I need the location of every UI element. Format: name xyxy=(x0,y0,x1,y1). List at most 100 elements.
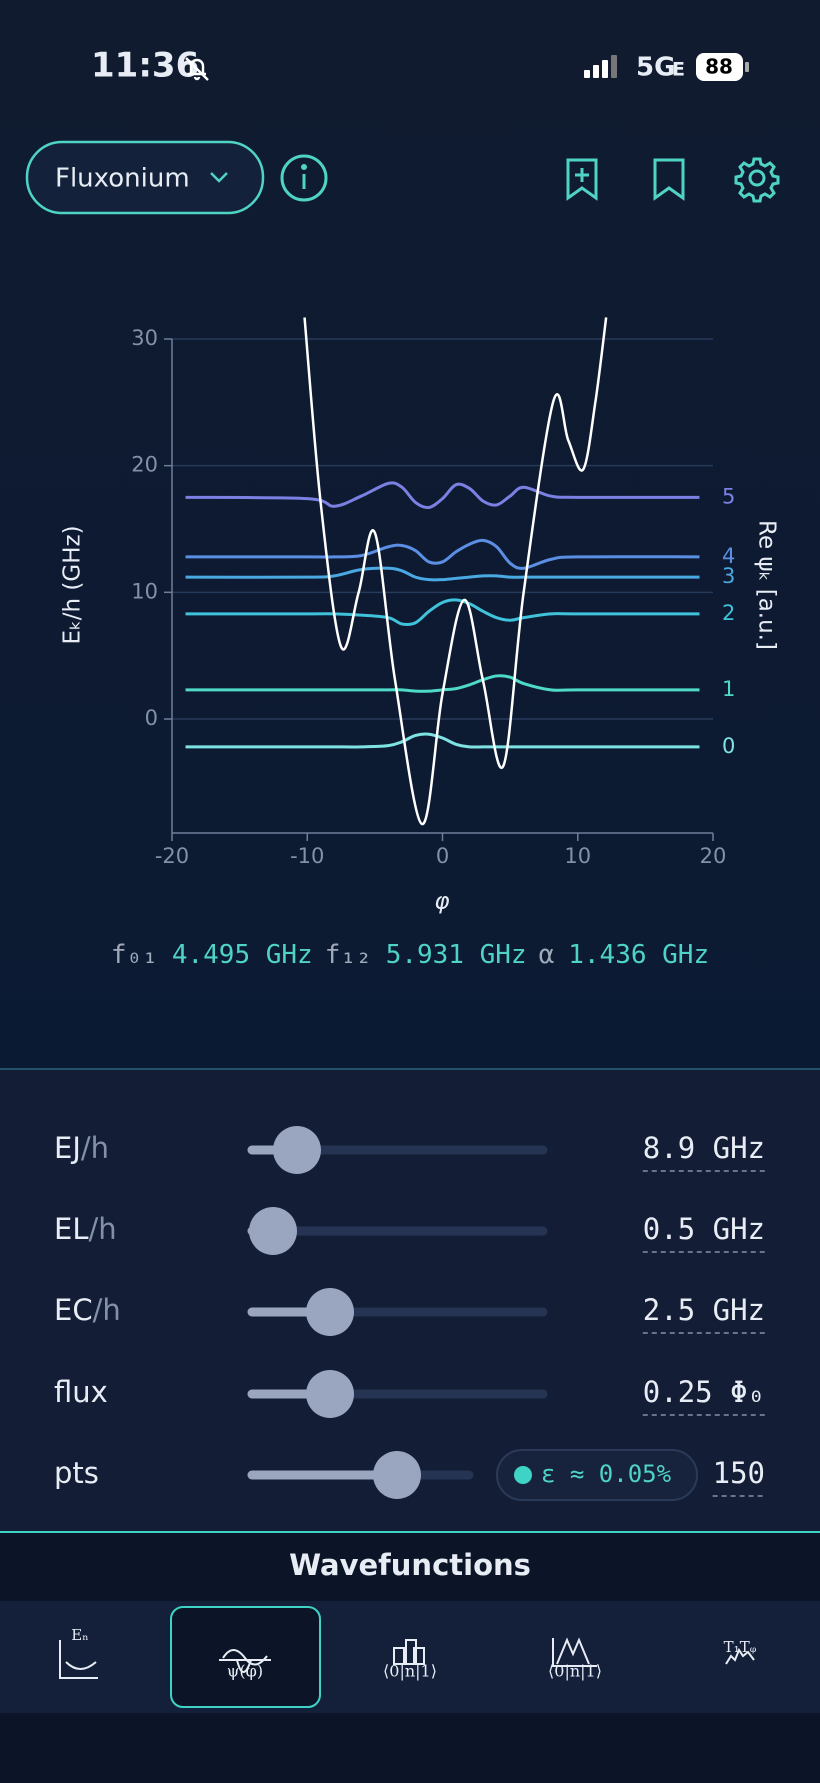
parameter-value[interactable]: 0.5 GHz xyxy=(643,1212,765,1246)
slider-thumb xyxy=(306,1370,354,1418)
level-label: 5 xyxy=(722,484,735,508)
parameter-label: pts xyxy=(54,1456,99,1490)
x-tick-label: 10 xyxy=(564,844,591,868)
y-axis-label: Eₖ/h (GHz) xyxy=(60,525,86,644)
level-wavefunction xyxy=(185,732,700,749)
tab[interactable]: Eₙ xyxy=(59,1626,98,1679)
metric-value: 4.495 GHz xyxy=(172,940,313,970)
parameter-label: EC/h xyxy=(54,1293,121,1327)
tab[interactable]: ψ(φ) xyxy=(219,1649,271,1681)
slider-thumb xyxy=(249,1207,297,1255)
x-tick-label: -20 xyxy=(155,844,189,868)
mute-icon xyxy=(185,57,209,81)
metric-value: 5.931 GHz xyxy=(386,940,527,970)
y-tick-label: 0 xyxy=(145,706,158,730)
parameter-value[interactable]: 8.9 GHz xyxy=(643,1131,765,1165)
parameter-name: pts xyxy=(54,1456,99,1490)
parameter-name: EJ xyxy=(54,1131,81,1165)
parameter-name: EL xyxy=(54,1212,88,1246)
y-tick-label: 20 xyxy=(131,453,158,477)
battery-level: 88 xyxy=(705,55,733,79)
y-tick-label: 10 xyxy=(131,579,158,603)
level-label: 3 xyxy=(722,564,735,588)
metric-label: f₁₂ xyxy=(325,940,372,970)
view-title-bar xyxy=(0,1531,820,1601)
slider[interactable] xyxy=(247,1207,548,1255)
bottom-bar xyxy=(0,1713,820,1783)
signal-icon xyxy=(584,55,617,78)
network: 5G xyxy=(636,53,675,83)
level-wavefunction xyxy=(185,566,700,582)
parameter-value[interactable]: 0.25 Φ₀ xyxy=(643,1375,765,1409)
accuracy-dot xyxy=(514,1466,532,1484)
right-axis-label: Re ψₖ [a.u.] xyxy=(754,520,780,650)
parameter-label: EL/h xyxy=(54,1212,117,1246)
accuracy-text: ε ≈ 0.05% xyxy=(541,1460,672,1488)
tab-icon-label: ⟨0|n|1⟩ xyxy=(548,1662,602,1681)
slider-thumb xyxy=(373,1451,421,1499)
tabs: Eₙ ψ(φ) ⟨0|n|1⟩ ⟨0|n|1⟩ T₁Tᵩ xyxy=(59,1626,757,1681)
parameter-value[interactable]: 2.5 GHz xyxy=(643,1293,765,1327)
slider-thumb xyxy=(273,1126,321,1174)
tab-icon xyxy=(725,1647,755,1665)
metric-label: f₀₁ xyxy=(111,940,158,970)
level-label: 4 xyxy=(722,544,735,568)
selected-tab-frame xyxy=(170,1606,321,1708)
slider[interactable] xyxy=(247,1451,474,1499)
x-tick-label: -10 xyxy=(290,844,324,868)
tab[interactable]: ⟨0|n|1⟩ xyxy=(383,1639,437,1681)
metrics: f₀₁ 4.495 GHz f₁₂ 5.931 GHz α 1.436 GHz xyxy=(111,940,709,970)
battery-cap xyxy=(745,62,749,72)
tab-bar xyxy=(0,1601,820,1713)
bookmarks-button[interactable] xyxy=(653,158,685,201)
tab[interactable]: ⟨0|n|1⟩ xyxy=(548,1637,602,1681)
tab-icon xyxy=(59,1640,98,1679)
parameter-unit: /h xyxy=(93,1293,121,1327)
level-wavefunction xyxy=(185,538,700,570)
slider[interactable] xyxy=(247,1288,548,1336)
tab[interactable]: T₁Tᵩ xyxy=(724,1638,757,1665)
level-wavefunction xyxy=(185,481,700,510)
level-wavefunction xyxy=(185,598,700,627)
parameter-label: flux xyxy=(54,1375,108,1409)
settings-button[interactable] xyxy=(734,157,780,203)
battery xyxy=(696,53,743,81)
time: 11:36 xyxy=(91,46,199,86)
metric-value: 1.436 GHz xyxy=(568,940,709,970)
level-label: 2 xyxy=(722,601,735,625)
x-tick-label: 20 xyxy=(700,844,727,868)
tab-icon xyxy=(393,1639,425,1665)
parameter-value[interactable]: 150 xyxy=(713,1456,765,1490)
tab-icon-label: ⟨0|n|1⟩ xyxy=(383,1662,437,1681)
level-label: 0 xyxy=(722,734,735,758)
metric-label: α xyxy=(539,940,555,970)
x-tick-label: 0 xyxy=(436,844,449,868)
tab-icon xyxy=(552,1637,597,1667)
view-title: Wavefunctions xyxy=(289,1548,531,1582)
parameter-unit: /h xyxy=(81,1131,109,1165)
tab-icon-label: Eₙ xyxy=(71,1626,88,1644)
level-wavefunction xyxy=(185,674,700,693)
slider-thumb xyxy=(306,1288,354,1336)
add-bookmark-button[interactable] xyxy=(566,158,598,201)
parameters: EJ/h 8.9 GHz EL/h 0.5 GHz EC/h 2.5 GHz flux 0.2… xyxy=(54,1126,765,1501)
parameter-name: EC xyxy=(54,1293,93,1327)
tab-icon xyxy=(219,1649,271,1673)
parameter-label: EJ/h xyxy=(54,1131,109,1165)
slider[interactable] xyxy=(247,1126,548,1174)
slider[interactable] xyxy=(247,1370,548,1418)
parameter-name: flux xyxy=(54,1375,108,1409)
model-name: Fluxonium xyxy=(55,164,190,194)
potential-curve xyxy=(303,317,608,826)
x-axis-label: φ xyxy=(434,889,449,915)
accuracy-badge xyxy=(496,1449,698,1501)
y-tick-label: 30 xyxy=(131,326,158,350)
info-button[interactable] xyxy=(280,154,328,202)
network-suffix: E xyxy=(672,59,685,81)
level-label: 1 xyxy=(722,677,735,701)
model-dropdown[interactable]: Fluxonium xyxy=(25,140,265,215)
